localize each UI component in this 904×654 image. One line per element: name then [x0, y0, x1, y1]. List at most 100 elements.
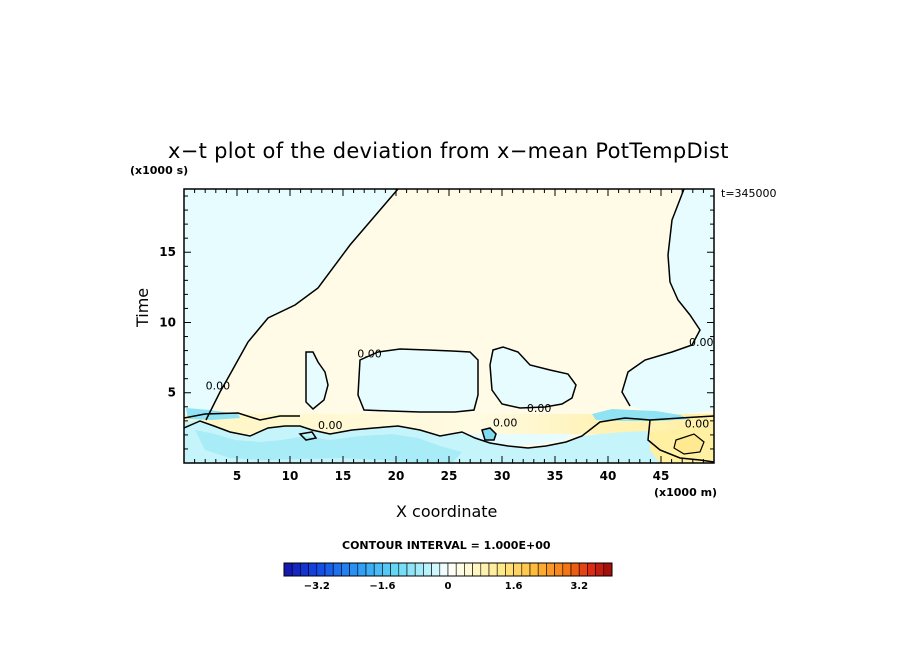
- colorbar-cell: [480, 562, 490, 577]
- colorbar-cell: [578, 562, 588, 577]
- colorbar-frame: [283, 562, 613, 577]
- zero-contour-upper-right: [621, 189, 701, 407]
- y-tick-label: 5: [168, 386, 176, 400]
- colorbar-cell: [300, 562, 309, 577]
- colorbar-cell: [488, 562, 498, 577]
- colorbar-cell: [505, 562, 514, 577]
- contour-label: 0.00: [493, 416, 518, 429]
- x-tick-label: 25: [441, 469, 458, 483]
- zero-contour-blob-3: [489, 346, 577, 409]
- zero-contour-small-1: [298, 431, 318, 441]
- zero-contour-band-upper: [184, 415, 714, 449]
- zero-contour-blob-2: [357, 348, 479, 413]
- x-axis-label: X coordinate: [396, 502, 498, 521]
- x-tick-label: 10: [282, 469, 299, 483]
- colorbar-cell: [431, 562, 441, 577]
- x-tick-label: 30: [494, 469, 511, 483]
- colorbar-cell: [546, 562, 555, 577]
- colorbar-cell: [521, 562, 531, 577]
- colorbar-cell: [365, 562, 375, 577]
- colorbar-labels: −3.2 −1.6 0 1.6 3.2: [304, 581, 588, 592]
- zero-contour-band-lower: [184, 412, 300, 421]
- axis-tick-labels: 5 10 15 20 25 30 35 40 45 5 10 15: [159, 245, 669, 483]
- contour-warm-core: [673, 433, 705, 455]
- colorbar-cell: [423, 562, 432, 577]
- colorbar-cell: [537, 562, 547, 577]
- contour-label: 0.00: [206, 380, 231, 393]
- x-tick-label: 45: [653, 469, 670, 483]
- cool-region-upper-right: [622, 189, 714, 415]
- y-tick-label: 15: [159, 245, 176, 259]
- colorbar-cell: [324, 562, 334, 577]
- contour-label: 0.00: [689, 336, 714, 349]
- x-tick-label: 15: [335, 469, 352, 483]
- colorbar-tick-label: 3.2: [570, 581, 588, 592]
- warm-band: [184, 414, 714, 434]
- colorbar-tick-label: 1.6: [505, 581, 523, 592]
- colorbar-cell: [406, 562, 416, 577]
- zero-contour-right-edge: [647, 419, 714, 463]
- cool-blob-3: [490, 347, 576, 408]
- contour-label: 0.00: [685, 418, 710, 431]
- colorbar-cell: [357, 562, 367, 577]
- colorbar-cell: [398, 562, 408, 577]
- colorbar-cell: [570, 562, 580, 577]
- colorbar-cell: [316, 562, 326, 577]
- zero-contour-fleck: [481, 427, 497, 441]
- colorbar-cell: [455, 562, 465, 577]
- cool-region-upper-left: [184, 189, 398, 425]
- colorbar: [283, 562, 613, 577]
- contour-labels: 0.00 0.00 0.00 0.00 0.00 0.00 0.00: [206, 336, 714, 432]
- colorbar-cell: [341, 562, 350, 577]
- colorbar-cell: [291, 562, 301, 577]
- warm-core-lower-right: [674, 434, 704, 454]
- contour-field: [184, 189, 714, 463]
- colorbar-cell: [464, 562, 473, 577]
- colorbar-cell: [529, 562, 539, 577]
- contour-label: 0.00: [357, 347, 382, 360]
- colorbar-cell: [513, 562, 523, 577]
- cool-blob-2: [358, 349, 478, 412]
- colorbar-cell: [603, 562, 613, 577]
- colorbar-cell: [283, 562, 293, 577]
- contour-label: 0.00: [527, 402, 552, 415]
- contour-label: 0.00: [318, 419, 343, 432]
- colorbar-cell: [390, 562, 400, 577]
- cool-streak-right: [592, 409, 690, 421]
- colorbar-cell: [496, 562, 506, 577]
- time-label: t=345000: [721, 187, 777, 200]
- x-tick-label: 20: [388, 469, 405, 483]
- zero-contour-upper-left: [205, 189, 399, 421]
- colorbar-cell: [332, 562, 342, 577]
- colorbar-cell: [587, 562, 596, 577]
- x-tick-label: 40: [600, 469, 617, 483]
- colorbar-cell: [562, 562, 572, 577]
- contour-interval-label: CONTOUR INTERVAL = 1.000E+00: [342, 539, 551, 552]
- colorbar-tick-label: −3.2: [304, 581, 330, 592]
- colorbar-cell: [373, 562, 383, 577]
- colorbar-cell: [472, 562, 482, 577]
- colorbar-cell: [554, 562, 564, 577]
- colorbar-tick-label: 0: [445, 581, 452, 592]
- x-axis-unit: (x1000 m): [654, 486, 718, 499]
- colorbar-tick-label: −1.6: [369, 581, 395, 592]
- y-axis-unit: (x1000 s): [130, 164, 189, 177]
- zero-contour-blob-1: [305, 351, 329, 411]
- x-tick-label: 5: [233, 469, 241, 483]
- colorbar-cell: [349, 562, 359, 577]
- cool-core-left: [195, 430, 462, 463]
- contour-lines: [184, 189, 714, 463]
- colorbar-cell: [382, 562, 391, 577]
- y-tick-label: 10: [159, 315, 176, 329]
- x-tick-label: 35: [547, 469, 564, 483]
- colorbar-cell: [439, 562, 449, 577]
- cool-blob-1: [306, 352, 328, 409]
- y-axis-label: Time: [133, 287, 152, 327]
- colorbar-cell: [447, 562, 457, 577]
- colorbar-cell: [595, 562, 605, 577]
- axis-ticks: [184, 189, 714, 463]
- colorbar-cell: [414, 562, 424, 577]
- colorbar-cell: [308, 562, 318, 577]
- chart-title: x−t plot of the deviation from x−mean Po…: [168, 139, 729, 163]
